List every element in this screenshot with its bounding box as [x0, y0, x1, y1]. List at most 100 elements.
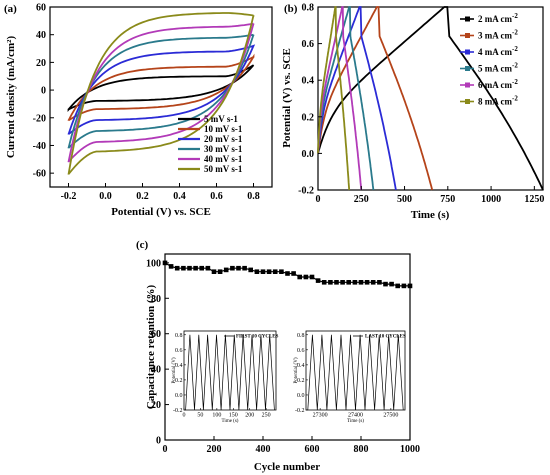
panel-c-frame — [164, 253, 411, 441]
inset-legend-entry: FIRST 10 CYCLES — [236, 335, 279, 340]
inset-x-tick-label: 27500 — [383, 413, 398, 419]
legend-entry: 50 mV s-1 — [204, 164, 243, 174]
panel-a-y-ticks: -60 -40 -20 0 20 40 60 — [33, 3, 54, 180]
cv-series-line — [67, 64, 255, 112]
legend-entry: 8 mA cm-2 — [478, 95, 518, 107]
panel-c-x-ticks: 0 200 400 600 800 1000 — [163, 436, 420, 455]
cv-series-line — [67, 44, 256, 135]
inset-x-axis-label: Time (s) — [222, 419, 239, 424]
cv-series-line — [67, 12, 255, 175]
panel-c-retention-curve — [162, 260, 413, 289]
panel-b-frame — [317, 6, 544, 191]
retention-point — [168, 264, 174, 269]
panel-a-x-axis-label: Potential (V) vs. SCE — [111, 206, 211, 218]
y-tick-label: 100 — [146, 258, 161, 269]
retention-point — [340, 280, 345, 285]
legend-marker — [465, 16, 470, 22]
retention-point — [279, 269, 284, 274]
retention-point — [315, 278, 321, 283]
inset-y-tick-label: 0.8 — [175, 333, 183, 339]
panel-b-y-axis-label: Potential (V) vs. SCE — [281, 48, 293, 148]
retention-point — [321, 280, 327, 285]
panel-b-label: (b) — [284, 3, 298, 15]
x-tick-label: 0.4 — [173, 191, 186, 202]
retention-point — [370, 280, 376, 285]
inset-x-tick-label: 150 — [229, 413, 238, 419]
x-tick-label: 400 — [256, 444, 271, 455]
x-tick-label: 500 — [397, 194, 412, 205]
inset-x-tick-label: 27400 — [348, 413, 363, 419]
legend-entry: 2 mA cm-2 — [478, 12, 518, 24]
y-tick-label: 60 — [36, 3, 46, 14]
x-tick-label: -0.2 — [61, 191, 77, 202]
x-tick-label: 0 — [163, 444, 168, 455]
retention-point — [242, 265, 247, 271]
inset-last-10-cycles: 27300 27400 27500 -0.2 0.0 0.2 0.4 0.6 0.8 Time (… — [294, 330, 406, 424]
legend-marker — [465, 33, 470, 38]
y-tick-label: 0.8 — [302, 3, 315, 14]
retention-point — [377, 280, 382, 285]
inset-cycle-line — [307, 334, 404, 411]
y-tick-label: 40 — [36, 30, 46, 41]
retention-point — [205, 265, 211, 271]
gcd-series-line — [317, 6, 351, 191]
panel-c-x-axis-label: Cycle number — [254, 461, 320, 473]
panel-b-gcd-chart: (b) 0 250 500 750 1000 1250 -0.2 0.0 0.2 0.4 0.6 0… — [281, 3, 544, 222]
x-tick-label: 750 — [440, 194, 455, 205]
y-tick-label: -0.2 — [298, 186, 314, 197]
y-tick-label: -20 — [33, 113, 46, 124]
retention-point — [174, 265, 180, 271]
retention-point — [303, 274, 309, 280]
cv-series-line — [67, 53, 255, 122]
retention-point — [297, 274, 302, 280]
retention-point — [193, 265, 198, 271]
x-tick-label: 1250 — [524, 194, 544, 205]
legend-marker — [465, 99, 470, 104]
x-tick-label: 0 — [316, 194, 321, 205]
gcd-series-line — [317, 6, 544, 191]
y-tick-label: 0 — [41, 86, 46, 97]
retention-point — [334, 280, 339, 285]
inset-y-tick-label: 0.6 — [175, 348, 183, 354]
retention-point — [407, 283, 413, 289]
retention-point — [217, 269, 223, 274]
x-tick-label: 600 — [305, 444, 320, 455]
inset-x-axis-label: Time (s) — [347, 419, 364, 424]
x-tick-label: 1000 — [400, 444, 420, 455]
panel-a-y-axis-label: Current density (mA/cm²) — [5, 36, 17, 159]
x-tick-label: 0.0 — [99, 191, 112, 202]
retention-point — [395, 283, 400, 289]
panel-b-curves — [317, 6, 544, 191]
inset-first-10-cycles: 0 50 100 150 200 250 -0.2 0.0 0.2 0.4 0.6 0.8 Time (… — [172, 330, 279, 424]
inset-y-tick-label: -0.2 — [295, 408, 305, 414]
panel-b-x-axis-label: Time (s) — [411, 209, 450, 221]
inset-x-tick-label: 27300 — [313, 413, 328, 419]
retention-point — [181, 265, 186, 271]
legend-marker — [465, 49, 470, 55]
legend-entry: 3 mA cm-2 — [478, 29, 518, 41]
inset-x-tick-label: 250 — [262, 413, 271, 419]
retention-point — [352, 280, 358, 285]
inset-frame — [305, 330, 406, 411]
inset-y-tick-label: 0.4 — [297, 363, 305, 369]
y-tick-label: 20 — [36, 58, 46, 69]
panel-b-legend: 2 mA cm-2 3 mA cm-2 4 mA cm-2 5 mA cm-2 6 mA… — [460, 12, 518, 107]
legend-entry: 40 mV s-1 — [204, 154, 243, 164]
retention-point — [401, 283, 407, 289]
x-tick-label: 800 — [354, 444, 369, 455]
retention-point — [187, 265, 192, 271]
retention-point — [309, 274, 315, 280]
cv-series-line — [67, 22, 255, 163]
inset-legend-entry: LAST 10 CYCLES — [365, 335, 406, 340]
inset-cycle-line — [185, 334, 275, 411]
legend-entry: 20 mV s-1 — [204, 134, 243, 144]
panel-a-label: (a) — [4, 3, 17, 15]
legend-entry: 10 mV s-1 — [204, 124, 243, 134]
x-tick-label: 1000 — [481, 194, 501, 205]
y-tick-label: 0.4 — [302, 76, 315, 87]
inset-x-tick-label: 50 — [197, 413, 203, 419]
inset-y-tick-label: 0.8 — [297, 333, 305, 339]
inset-y-tick-label: 0.4 — [175, 363, 183, 369]
retention-point — [346, 280, 351, 285]
